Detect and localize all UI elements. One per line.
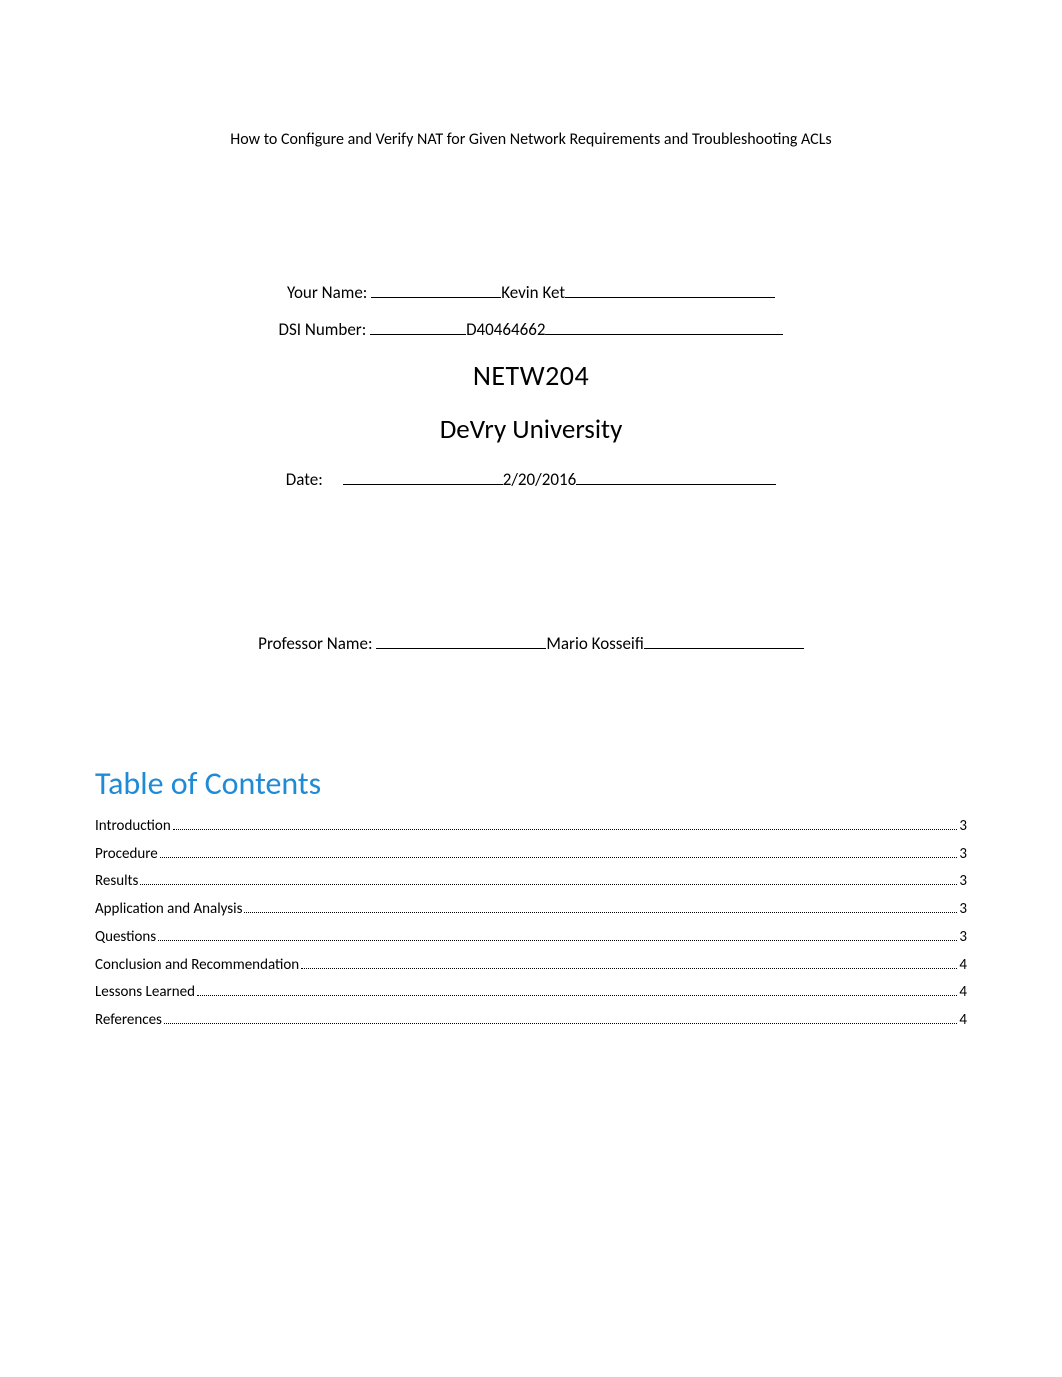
- toc-item-label: Results: [95, 868, 138, 896]
- professor-underline-lead: [376, 630, 546, 649]
- toc-row: Questions 3: [95, 924, 967, 952]
- toc-row: Introduction 3: [95, 813, 967, 841]
- toc-item-page: 4: [959, 979, 967, 1007]
- date-label: Date:: [286, 469, 323, 490]
- dsi-label: DSI Number:: [279, 319, 371, 340]
- toc-leader-dots: [160, 846, 958, 858]
- toc-leader-dots: [173, 818, 958, 830]
- dsi-value: D40464662: [466, 319, 545, 340]
- professor-underline-trail: [644, 630, 804, 649]
- toc-heading: Table of Contents: [95, 764, 967, 803]
- toc-item-page: 4: [959, 1007, 967, 1035]
- university-name: DeVry University: [251, 413, 811, 446]
- toc-leader-dots: [197, 984, 957, 996]
- dsi-line: DSI Number: D40464662: [251, 317, 811, 341]
- name-value: Kevin Ket: [501, 282, 565, 303]
- toc-item-page: 3: [959, 896, 967, 924]
- toc-leader-dots: [140, 873, 957, 885]
- form-block: Your Name: Kevin Ket DSI Number: D404646…: [251, 279, 811, 490]
- toc-item-page: 3: [959, 813, 967, 841]
- name-line: Your Name: Kevin Ket: [251, 279, 811, 303]
- toc-leader-dots: [244, 901, 957, 913]
- toc-row: Procedure 3: [95, 841, 967, 869]
- toc-item-page: 3: [959, 841, 967, 869]
- name-label: Your Name:: [287, 282, 371, 303]
- document-title: How to Configure and Verify NAT for Give…: [95, 130, 967, 149]
- toc-row: Application and Analysis 3: [95, 896, 967, 924]
- toc-item-page: 3: [959, 868, 967, 896]
- toc-item-label: Introduction: [95, 813, 171, 841]
- date-underline-trail: [576, 466, 776, 485]
- dsi-underline-lead: [370, 317, 466, 336]
- name-underline-trail: [565, 279, 775, 298]
- name-underline-lead: [371, 279, 501, 298]
- course-code: NETW204: [251, 358, 811, 393]
- date-line: Date: 2/20/2016: [251, 466, 811, 490]
- professor-label: Professor Name:: [258, 633, 376, 654]
- toc-item-label: Conclusion and Recommendation: [95, 952, 299, 980]
- toc-item-label: References: [95, 1007, 162, 1035]
- professor-value: Mario Kosseifi: [546, 633, 643, 654]
- toc-leader-dots: [301, 957, 957, 969]
- toc-row: Lessons Learned 4: [95, 979, 967, 1007]
- toc-item-page: 4: [959, 952, 967, 980]
- toc-row: Conclusion and Recommendation 4: [95, 952, 967, 980]
- toc-list: Introduction3Procedure3Results3Applicati…: [95, 813, 967, 1035]
- toc-item-label: Questions: [95, 924, 156, 952]
- toc-item-label: Procedure: [95, 841, 158, 869]
- date-value: 2/20/2016: [503, 469, 576, 490]
- professor-line: Professor Name: Mario Kosseifi: [95, 630, 967, 654]
- toc-leader-dots: [164, 1012, 957, 1024]
- toc-item-page: 3: [959, 924, 967, 952]
- toc-row: Results 3: [95, 868, 967, 896]
- toc-row: References 4: [95, 1007, 967, 1035]
- toc-item-label: Application and Analysis: [95, 896, 242, 924]
- dsi-underline-trail: [545, 317, 783, 336]
- date-underline-lead: [343, 466, 503, 485]
- toc-leader-dots: [158, 929, 957, 941]
- toc-item-label: Lessons Learned: [95, 979, 195, 1007]
